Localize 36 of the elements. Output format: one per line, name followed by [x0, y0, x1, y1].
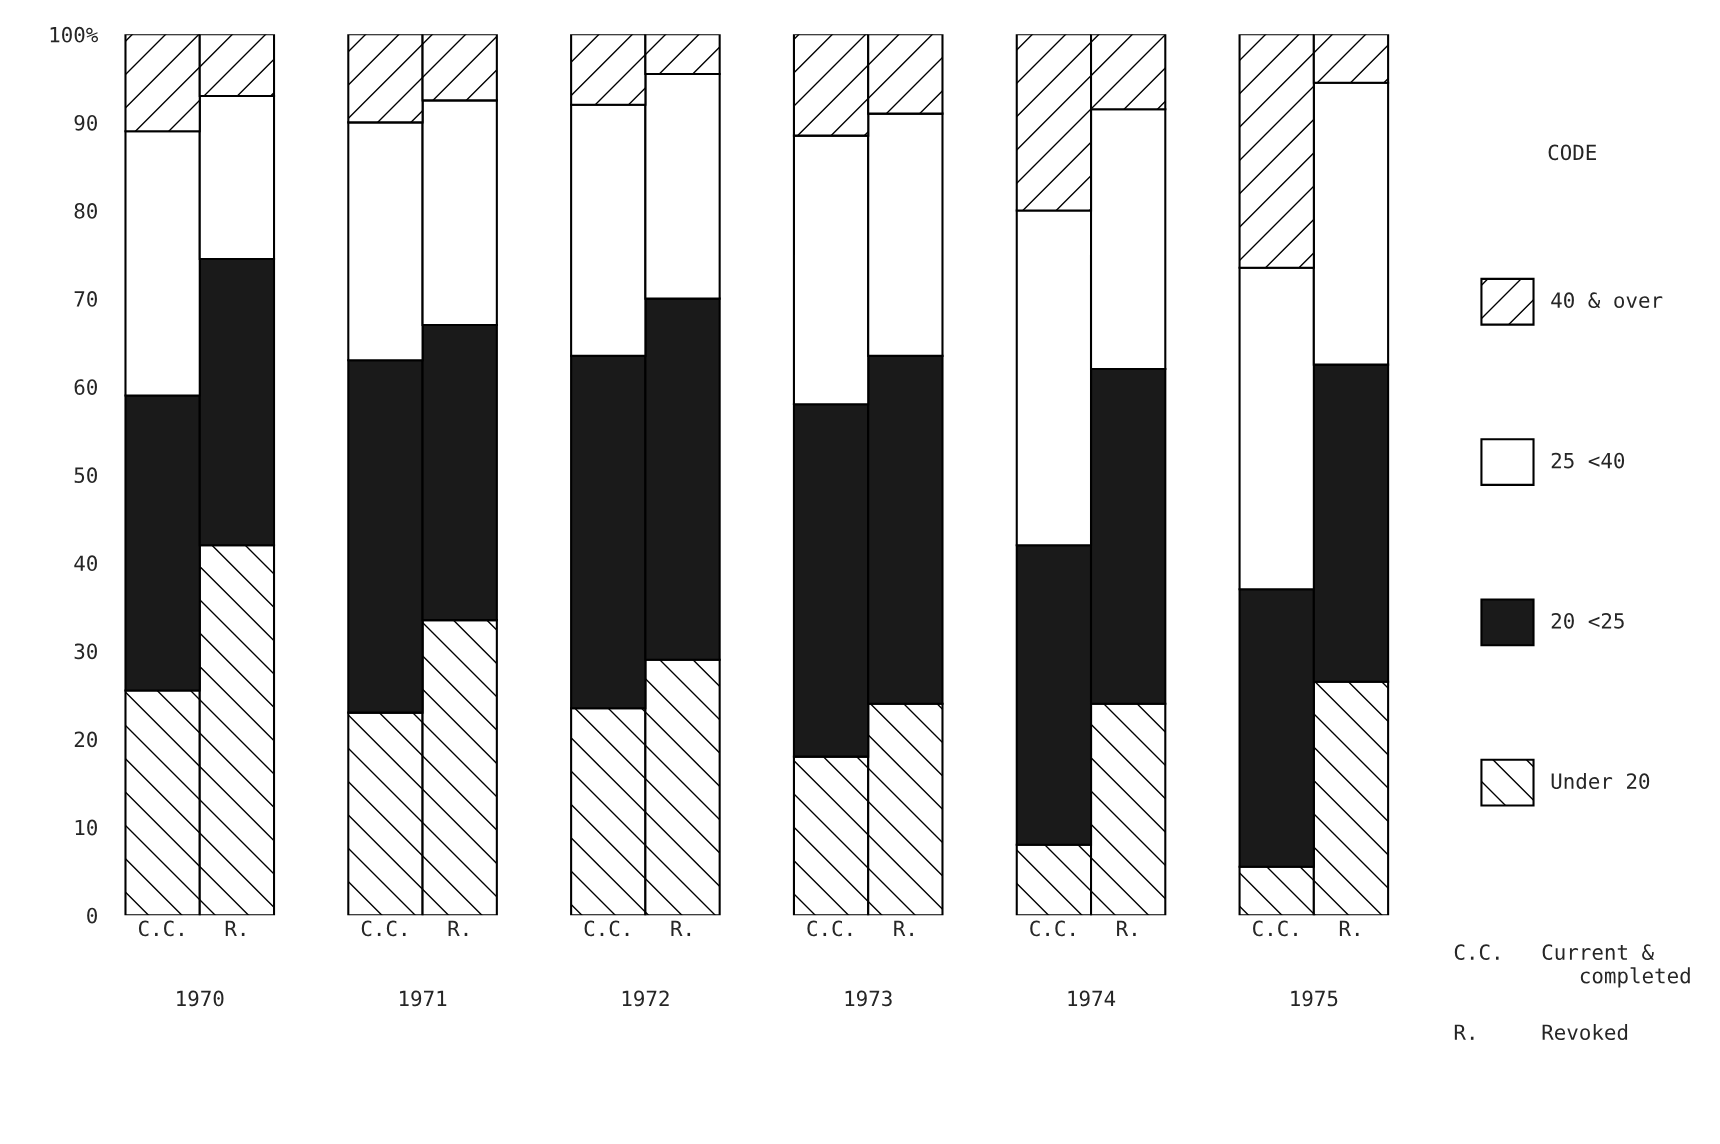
x-tick-label: R.: [225, 920, 245, 936]
x-tick-label: C.C.: [807, 920, 852, 937]
legend-label: 25 <40: [1551, 452, 1625, 469]
y-tick-label: 90: [74, 114, 97, 131]
y-tick-label: 30: [74, 643, 97, 660]
text: 1974: [1068, 990, 1116, 1007]
y-tick-label: 20: [74, 731, 97, 748]
text: R. Revoked: [1454, 1023, 1628, 1041]
y-tick-label: 10: [75, 819, 97, 836]
y-tick-label: 0: [87, 907, 97, 924]
x-tick-label: C.C.: [1030, 920, 1074, 937]
y-tick-label: 60: [74, 379, 97, 395]
text: 1970: [177, 990, 224, 1007]
text: C.C. Current & completed: [1454, 944, 1690, 988]
x-tick-label: R.: [1117, 920, 1136, 936]
x-tick-label: C.C.: [1253, 920, 1297, 937]
y-tick-label: 50: [74, 467, 97, 484]
x-tick-label: R.: [894, 920, 913, 936]
x-tick-label: C.C.: [361, 920, 406, 937]
text: 1971: [399, 990, 447, 1007]
text: 1975: [1291, 990, 1338, 1007]
y-tick-label: 40: [74, 555, 97, 572]
x-tick-label: C.C.: [138, 920, 183, 937]
legend-label: 40 & over: [1551, 292, 1663, 309]
text: 1972: [622, 990, 669, 1007]
y-tick-label: 80: [74, 203, 97, 219]
legend-title: CODE: [1548, 144, 1597, 161]
legend-label: 20 <25: [1551, 612, 1624, 629]
x-tick-label: R.: [1339, 920, 1359, 936]
y-tick-label: 100%: [50, 26, 98, 43]
text: 1973: [845, 990, 892, 1007]
legend-label: Under 20: [1551, 772, 1650, 790]
y-tick-label: 70: [74, 291, 97, 307]
x-tick-label: R.: [448, 920, 468, 936]
x-tick-label: C.C.: [584, 920, 629, 937]
x-tick-label: R.: [671, 920, 691, 936]
